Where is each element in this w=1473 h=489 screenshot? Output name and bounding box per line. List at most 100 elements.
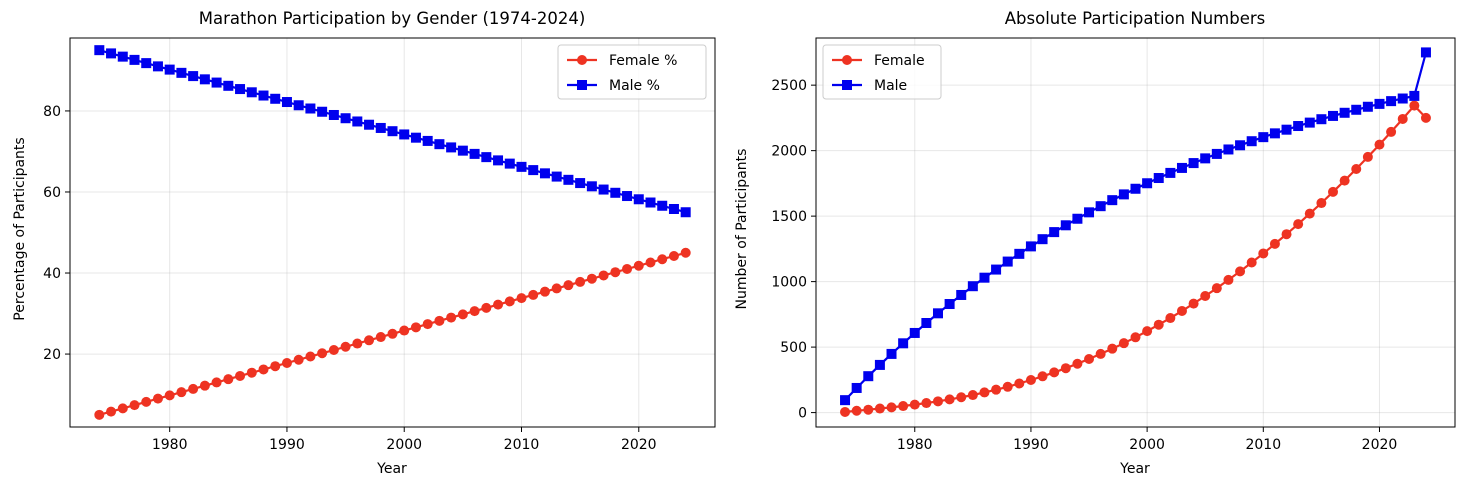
data-point (94, 45, 105, 56)
data-point (1420, 47, 1431, 58)
data-point (1281, 229, 1292, 240)
data-point (516, 161, 527, 172)
data-point (563, 174, 574, 185)
x-tick-label: 2000 (1129, 437, 1165, 453)
data-point (457, 145, 468, 156)
y-tick-label: 80 (43, 104, 61, 120)
legend: Female Male (822, 44, 942, 100)
data-point (1142, 326, 1153, 337)
data-point (633, 260, 644, 271)
y-tick-label: 0 (798, 406, 807, 422)
data-point (1176, 162, 1187, 173)
data-point (657, 254, 668, 265)
data-point (141, 58, 152, 69)
legend-label: Female % (609, 53, 677, 69)
data-point (481, 302, 492, 313)
data-point (199, 74, 210, 85)
data-point (633, 194, 644, 205)
series-line-female (844, 103, 1427, 413)
data-point (1351, 104, 1362, 115)
data-point (586, 273, 597, 284)
chart-panel-absolute: Absolute Participation Numbers Year Numb… (734, 9, 1456, 477)
data-point (539, 286, 550, 297)
data-point (610, 267, 621, 278)
y-tick-label: 2500 (771, 78, 807, 94)
data-point (258, 90, 269, 101)
data-point (188, 71, 199, 82)
x-axis-label: Year (1119, 461, 1150, 477)
data-point (235, 84, 246, 95)
data-point (1269, 238, 1280, 249)
data-point (1351, 163, 1362, 174)
data-point (575, 178, 586, 189)
data-point (539, 168, 550, 179)
data-point (1409, 100, 1420, 111)
legend-marker (842, 80, 852, 90)
data-point (1235, 266, 1246, 277)
data-point (422, 135, 433, 146)
data-point (504, 296, 515, 307)
chart-title: Marathon Participation by Gender (1974-2… (199, 9, 586, 28)
data-point (921, 398, 932, 409)
data-point (188, 383, 199, 394)
data-point (1049, 367, 1060, 378)
data-point (874, 403, 885, 414)
data-point (117, 403, 128, 414)
data-point (493, 299, 504, 310)
data-point (610, 187, 621, 198)
data-point (1095, 201, 1106, 212)
data-point (270, 93, 281, 104)
data-point (152, 393, 163, 404)
data-point (1386, 126, 1397, 137)
data-point (106, 406, 117, 417)
data-point (851, 382, 862, 393)
data-point (886, 348, 897, 359)
data-point (909, 399, 920, 410)
data-point (668, 203, 679, 214)
data-point (1118, 189, 1129, 200)
data-point (1060, 363, 1071, 374)
data-point (1235, 140, 1246, 151)
x-tick-label: 2010 (1245, 437, 1281, 453)
data-point (1420, 112, 1431, 123)
data-point (1200, 153, 1211, 164)
y-tick-label: 1000 (771, 275, 807, 291)
data-point (328, 109, 339, 120)
data-point (886, 402, 897, 413)
y-tick-label: 500 (780, 340, 807, 356)
data-point (504, 158, 515, 169)
data-point (1409, 90, 1420, 101)
data-point (1025, 374, 1036, 385)
data-point (1258, 132, 1269, 143)
data-point (898, 338, 909, 349)
data-point (235, 370, 246, 381)
data-point (375, 122, 386, 133)
data-point (281, 97, 292, 108)
data-point (399, 129, 410, 140)
data-point (305, 351, 316, 362)
x-tick-label: 1980 (152, 437, 188, 453)
legend-marker (577, 55, 587, 65)
data-point (387, 328, 398, 339)
data-point (956, 289, 967, 300)
data-point (932, 396, 943, 407)
data-point (1188, 158, 1199, 169)
series-line-male (844, 52, 1428, 401)
x-tick-label: 2020 (621, 437, 657, 453)
data-point (1049, 227, 1060, 238)
data-point (1211, 283, 1222, 294)
x-axis-label: Year (376, 461, 407, 477)
data-point (223, 80, 234, 91)
data-point (457, 309, 468, 320)
data-point (598, 184, 609, 195)
data-point (909, 327, 920, 338)
legend: Female % Male % (557, 44, 707, 100)
data-point (1130, 183, 1141, 194)
data-point (516, 293, 527, 304)
x-tick-label: 1980 (897, 437, 933, 453)
data-point (293, 100, 304, 111)
data-point (1223, 144, 1234, 155)
y-tick-label: 20 (43, 347, 61, 363)
data-point (921, 318, 932, 329)
data-point (898, 401, 909, 412)
